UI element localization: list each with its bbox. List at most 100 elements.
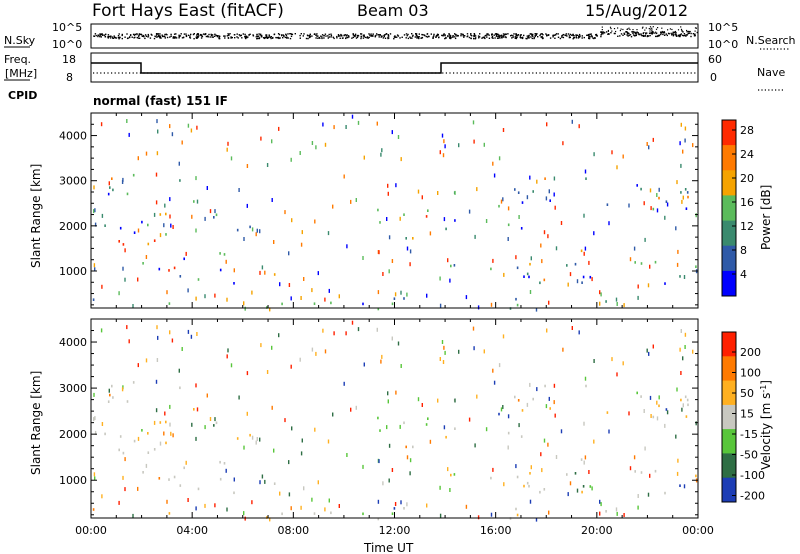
- noise-point: [531, 34, 533, 37]
- power-point: [118, 291, 120, 296]
- noise-point: [112, 37, 114, 39]
- velocity-point: [137, 363, 139, 368]
- noise-point: [629, 34, 632, 36]
- noise-point: [117, 36, 120, 39]
- noise-point: [644, 35, 646, 37]
- y-tick-label: 3000: [59, 175, 87, 188]
- power-point: [395, 183, 397, 188]
- noise-right-tick-top: 10^5: [708, 21, 738, 34]
- nave-right-tick-bottom: 0: [710, 71, 717, 84]
- noise-point: [113, 36, 116, 38]
- noise-point: [540, 36, 542, 38]
- velocity-point: [685, 415, 688, 418]
- power-point: [589, 275, 592, 279]
- noise-point: [497, 35, 499, 38]
- noise-point: [226, 35, 229, 37]
- power-point: [391, 259, 394, 263]
- noise-point: [693, 35, 696, 37]
- power-point: [362, 302, 364, 306]
- velocity-point: [684, 345, 686, 349]
- velocity-point: [158, 477, 161, 480]
- noise-point: [578, 33, 581, 36]
- noise-point: [485, 34, 487, 37]
- velocity-point: [230, 363, 233, 368]
- power-point: [328, 288, 330, 293]
- noise-point: [527, 37, 529, 39]
- noise-point: [309, 36, 312, 38]
- noise-point: [190, 33, 192, 36]
- power-point: [94, 267, 96, 272]
- velocity-scatter: [92, 320, 698, 522]
- noise-point: [632, 32, 634, 34]
- velocity-point: [637, 505, 639, 510]
- noise-point: [339, 37, 341, 39]
- noise-point: [265, 34, 268, 36]
- noise-point: [268, 35, 271, 37]
- noise-point: [510, 35, 512, 37]
- noise-point: [337, 35, 340, 37]
- noise-point: [383, 35, 385, 38]
- power-point: [137, 156, 139, 161]
- velocity-point: [345, 331, 347, 336]
- noise-point: [603, 32, 606, 34]
- power-point: [529, 290, 532, 294]
- power-point: [584, 169, 587, 174]
- power-point: [300, 296, 302, 300]
- noise-point: [193, 38, 195, 40]
- velocity-point: [649, 395, 652, 400]
- velocity-point: [92, 508, 95, 511]
- power-point: [492, 258, 494, 263]
- velocity-point: [403, 421, 405, 425]
- noise-point: [299, 37, 301, 39]
- velocity-point: [346, 453, 348, 457]
- velocity-point: [291, 426, 293, 431]
- noise-point: [356, 35, 358, 37]
- power-point: [273, 273, 276, 276]
- velocity-point: [178, 368, 180, 373]
- noise-point: [389, 33, 392, 35]
- noise-point: [674, 30, 677, 33]
- velocity-point: [616, 511, 618, 516]
- noise-point: [452, 35, 454, 37]
- velocity-point: [548, 510, 550, 515]
- noise-point: [660, 31, 662, 33]
- velocity-point: [472, 326, 475, 331]
- noise-point: [517, 34, 519, 37]
- noise-point: [409, 36, 411, 38]
- noise-panel-frame: [90, 23, 699, 49]
- noise-point: [515, 37, 518, 40]
- noise-point: [655, 31, 657, 33]
- noise-point: [189, 35, 191, 37]
- velocity-point: [226, 354, 228, 359]
- velocity-point: [454, 398, 456, 403]
- velocity-point: [246, 411, 248, 416]
- velocity-point: [583, 421, 585, 426]
- velocity-point: [406, 455, 409, 460]
- noise-point: [161, 35, 164, 38]
- noise-point: [170, 35, 172, 37]
- power-point: [676, 180, 678, 185]
- power-point: [541, 259, 543, 264]
- noise-point: [586, 34, 588, 36]
- velocity-point: [616, 372, 618, 377]
- noise-point: [547, 34, 550, 36]
- power-point: [644, 237, 646, 242]
- power-point: [600, 292, 602, 297]
- velocity-point: [547, 442, 549, 447]
- noise-point: [244, 33, 246, 36]
- power-point: [303, 277, 305, 281]
- noise-point: [601, 33, 603, 35]
- noise-point: [249, 33, 251, 35]
- noise-point: [344, 34, 347, 36]
- noise-point: [630, 36, 633, 38]
- velocity-point: [515, 507, 517, 511]
- noise-point: [102, 34, 104, 36]
- noise-point: [468, 36, 471, 39]
- power-point: [633, 246, 636, 251]
- noise-point: [649, 26, 652, 28]
- power-point: [477, 305, 480, 310]
- x-tick-label: 16:00: [480, 524, 512, 537]
- power-point: [230, 156, 233, 161]
- noise-point: [236, 33, 238, 35]
- power-point: [539, 281, 541, 285]
